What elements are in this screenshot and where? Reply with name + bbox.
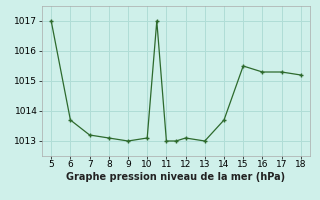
X-axis label: Graphe pression niveau de la mer (hPa): Graphe pression niveau de la mer (hPa)	[67, 172, 285, 182]
